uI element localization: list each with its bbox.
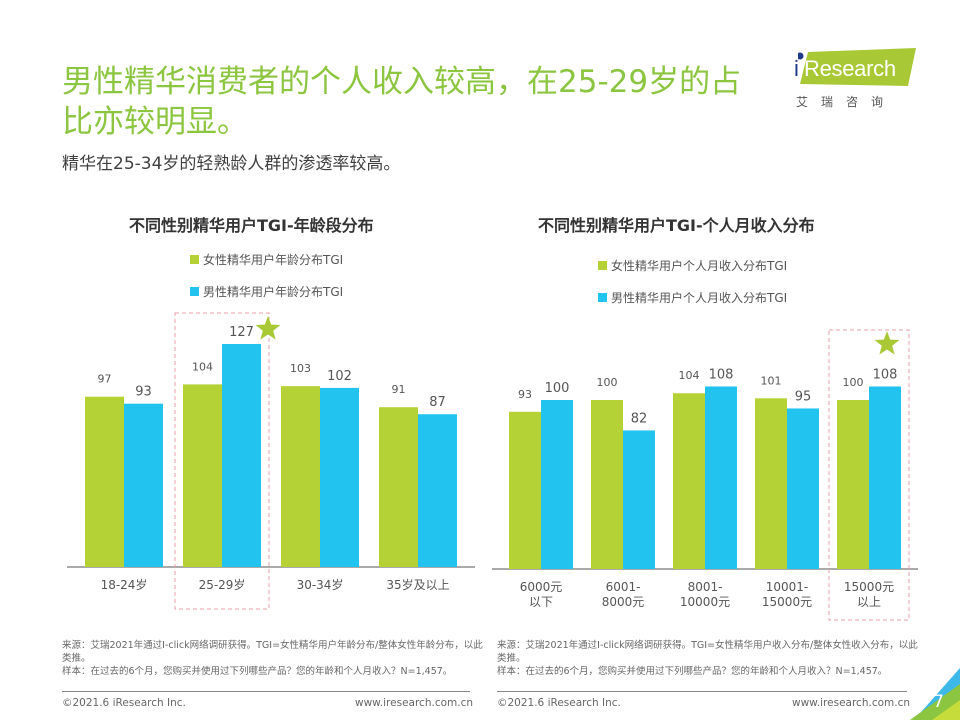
legend-swatch-male [598, 292, 607, 302]
footer-copyright-left: ©2021.6 iResearch Inc. [62, 697, 186, 709]
footnote-source: 来源：艾瑞2021年通过I-click网络调研获得。TGI=女性精华用户年龄分布… [62, 640, 483, 664]
highlight-box [174, 312, 270, 610]
star-icon [255, 316, 281, 340]
footer-divider-right [497, 691, 907, 692]
logo-brand: Research [804, 56, 896, 81]
bar-male [418, 414, 457, 567]
data-label: 87 [429, 395, 446, 410]
data-label: 104 [192, 360, 213, 373]
chart-title-age: 不同性别精华用户TGI-年龄段分布 [129, 216, 374, 235]
logo-band-icon [798, 48, 916, 86]
footer-copyright-right: ©2021.6 iResearch Inc. [497, 697, 621, 709]
bar-female [281, 386, 320, 567]
legend-label: 男性精华用户个人月收入分布TGI [611, 290, 788, 305]
footnote-sample: 样本：在过去的6个月，您购买并使用过下列哪些产品？您的年龄和个人月收入？N=1,… [62, 666, 453, 677]
legend-label: 男性精华用户年龄分布TGI [203, 284, 344, 299]
legend-swatch-female [190, 254, 199, 264]
category-label: 25-29岁 [199, 577, 246, 592]
category-label: 30-34岁 [297, 577, 344, 592]
iresearch-logo: i Research 艾瑞咨询 [790, 48, 920, 109]
legend-item-female: 女性精华用户个人月收入分布TGI [598, 256, 787, 274]
bar-female [85, 396, 124, 567]
footer-website-right: www.iresearch.com.cn [792, 697, 911, 709]
bar-male [320, 387, 359, 567]
logo-cn: 艾瑞咨询 [796, 95, 897, 109]
data-label: 102 [327, 369, 352, 384]
footnote-left: 来源：艾瑞2021年通过I-click网络调研获得。TGI=女性精华用户年龄分布… [62, 639, 492, 678]
bar-male [124, 403, 163, 567]
footnote-sample: 样本：在过去的6个月，您购买并使用过下列哪些产品？您的年龄和个人月收入？N=1,… [497, 666, 888, 677]
data-label: 97 [98, 373, 112, 386]
legend-age: 女性精华用户年龄分布TGI 男性精华用户年龄分布TGI [190, 250, 343, 314]
footnote-source: 来源：艾瑞2021年通过I-click网络调研获得。TGI=女性精华用户收入分布… [497, 640, 918, 664]
page-subtitle: 精华在25-34岁的轻熟龄人群的渗透率较高。 [62, 154, 401, 174]
footer-website-left: www.iresearch.com.cn [355, 697, 474, 709]
legend-label: 女性精华用户个人月收入分布TGI [611, 258, 788, 273]
legend-swatch-male [190, 286, 199, 296]
bar-male [222, 343, 261, 567]
legend-item-female: 女性精华用户年龄分布TGI [190, 250, 343, 268]
corner-decoration-icon [910, 668, 960, 720]
category-label: 35岁及以上 [386, 577, 449, 592]
data-label: 91 [392, 383, 406, 396]
chart-title-income: 不同性别精华用户TGI-个人月收入分布 [538, 216, 815, 235]
data-label: 103 [290, 362, 311, 375]
bar-female [379, 407, 418, 567]
legend-income: 女性精华用户个人月收入分布TGI 男性精华用户个人月收入分布TGI [598, 256, 787, 320]
category-label: 18-24岁 [101, 577, 148, 592]
legend-label: 女性精华用户年龄分布TGI [203, 252, 344, 267]
legend-item-male: 男性精华用户个人月收入分布TGI [598, 288, 787, 306]
logo-i: i [794, 56, 799, 81]
legend-item-male: 男性精华用户年龄分布TGI [190, 282, 343, 300]
bar-female [183, 384, 222, 567]
footer-divider-left [62, 691, 470, 692]
legend-swatch-female [598, 260, 607, 270]
data-label: 127 [229, 325, 254, 340]
page-title: 男性精华消费者的个人收入较高，在25-29岁的占比亦较明显。 [62, 64, 742, 140]
page-number: 7 [933, 692, 944, 712]
data-label: 93 [135, 385, 152, 400]
footnote-right: 来源：艾瑞2021年通过I-click网络调研获得。TGI=女性精华用户收入分布… [497, 639, 927, 678]
